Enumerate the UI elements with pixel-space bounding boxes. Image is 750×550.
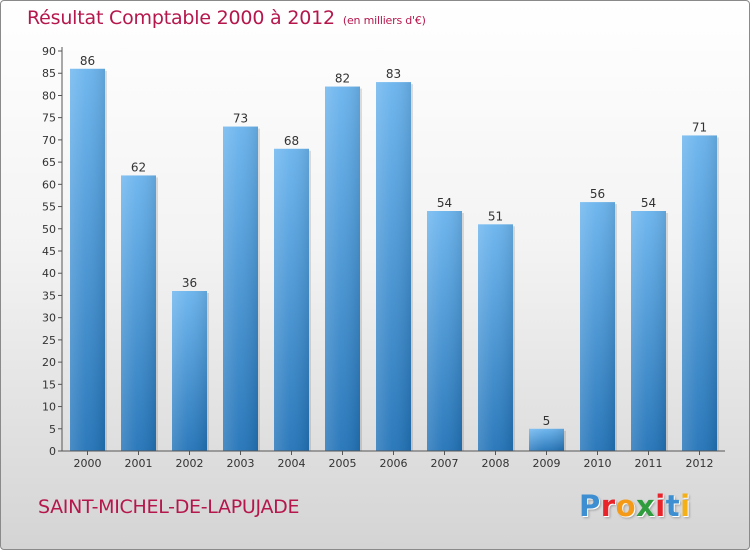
data-label: 56 [590,187,605,201]
x-tick-label: 2006 [380,457,408,470]
x-tick-label: 2007 [431,457,459,470]
y-tick-label: 10 [42,401,56,414]
logo-letter: i [655,489,666,523]
data-label: 5 [543,414,551,428]
y-tick-label: 50 [42,223,56,236]
y-tick-label: 25 [42,334,56,347]
bar-shine [172,291,207,451]
bar-shine [427,211,462,451]
data-label: 62 [131,160,146,174]
data-label: 86 [80,54,95,68]
bar-shine [682,135,717,451]
x-tick-label: 2012 [686,457,714,470]
x-tick-label: 2005 [329,457,357,470]
bar-shine [274,148,309,451]
bar-shine [478,224,513,451]
data-label: 54 [641,196,656,210]
bar-shine [70,68,105,452]
proxiti-logo[interactable]: Proxiti [579,489,691,523]
y-tick-label: 85 [42,67,56,80]
bar-shine [325,86,360,452]
data-label: 51 [488,209,503,223]
x-tick-label: 2004 [278,457,306,470]
data-label: 36 [182,276,197,290]
y-tick-label: 65 [42,156,56,169]
x-tick-label: 2009 [533,457,561,470]
x-tick-label: 2008 [482,457,510,470]
bar-shine [376,82,411,451]
logo-letter: t [665,489,681,523]
commune-name: SAINT-MICHEL-DE-LAPUJADE [38,496,300,518]
data-label: 73 [233,112,248,126]
data-label: 83 [386,67,401,81]
logo-letter: o [615,489,637,523]
y-tick-label: 20 [42,356,56,369]
bar-shine [223,126,258,452]
y-tick-label: 55 [42,201,56,214]
logo-letter: P [579,489,601,523]
data-label: 68 [284,134,299,148]
x-tick-label: 2002 [176,457,204,470]
x-tick-label: 2001 [125,457,153,470]
bar-shine [631,211,666,451]
x-tick-label: 2003 [227,457,255,470]
y-tick-label: 90 [42,45,56,58]
chart-title-text: Résultat Comptable 2000 à 2012 [27,7,335,29]
data-label: 71 [692,120,707,134]
axis-layer: 0 5 10 15 20 25 30 35 40 45 50 55 60 65 70 75 80 85 90 2000… [42,45,725,470]
chart-subtitle: (en milliers d'€) [342,14,426,27]
y-tick-label: 30 [42,312,56,325]
logo-letter: r [600,489,616,523]
y-tick-label: 0 [49,445,56,458]
y-tick-label: 60 [42,178,56,191]
x-tick-label: 2011 [635,457,663,470]
y-tick-label: 5 [49,423,56,436]
bars-layer: 86 62 36 73 68 82 83 54 51 5 56 54 71 [70,54,719,452]
y-tick-label: 45 [42,245,56,258]
data-label: 54 [437,196,452,210]
bar-shine [121,175,156,451]
y-tick-label: 40 [42,267,56,280]
x-tick-label: 2010 [584,457,612,470]
logo-letter: x [636,489,656,523]
bar-shine [580,202,615,451]
chart-title: Résultat Comptable 2000 à 2012 (en millie… [27,7,426,29]
y-tick-label: 15 [42,378,56,391]
x-tick-label: 2000 [74,457,102,470]
y-tick-label: 75 [42,112,56,125]
y-tick-label: 35 [42,289,56,302]
data-label: 82 [335,72,350,86]
bar-shine [529,428,564,451]
logo-letter: i [680,489,691,523]
y-tick-label: 80 [42,89,56,102]
y-tick-label: 70 [42,134,56,147]
